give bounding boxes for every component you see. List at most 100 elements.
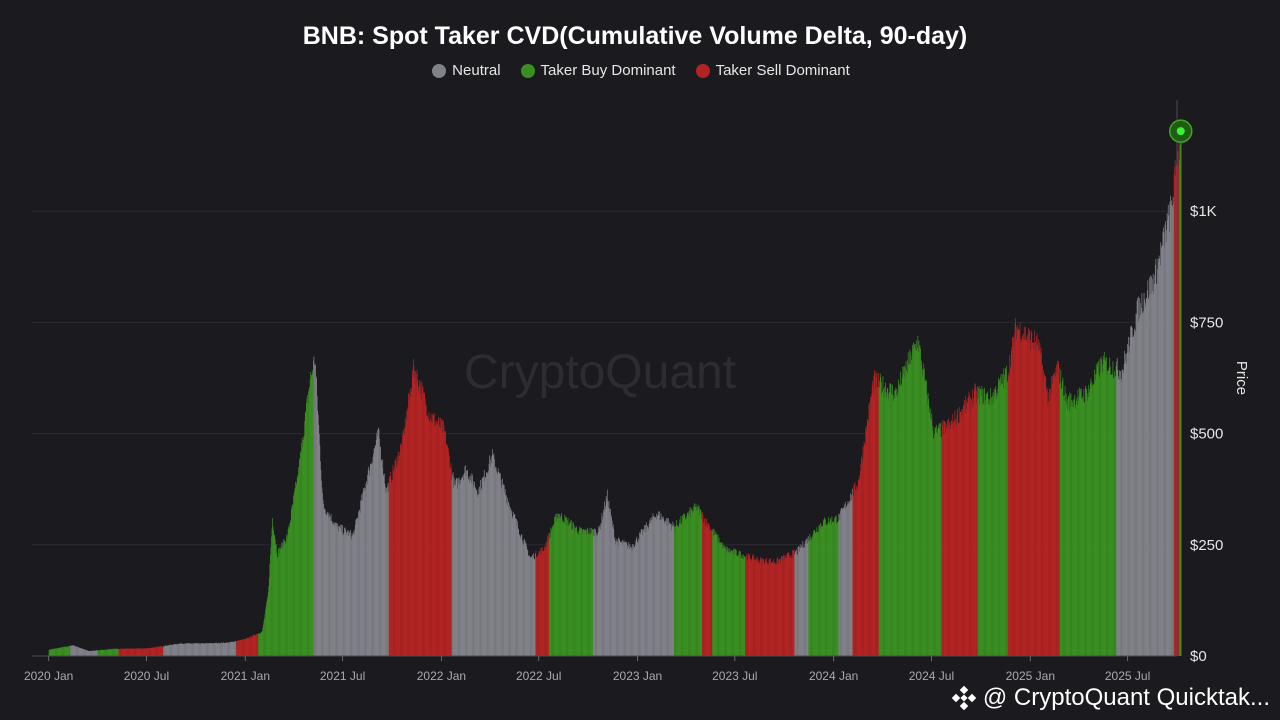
price-bar-neutral [1150, 293, 1152, 656]
price-bar-neutral [213, 643, 214, 656]
price-bar-neutral [338, 526, 340, 656]
price-bar-neutral [362, 487, 364, 656]
price-bar-sell [156, 646, 157, 656]
price-bar-sell [236, 640, 238, 656]
price-bar-buy [110, 649, 112, 656]
price-bar-sell [162, 646, 163, 656]
price-bar-buy [51, 649, 53, 656]
price-bar-neutral [1171, 205, 1173, 656]
price-bar-neutral [173, 644, 175, 656]
price-bar-neutral [217, 643, 219, 656]
price-bar-buy [292, 505, 293, 656]
price-bar-neutral [188, 643, 190, 656]
price-bar-sell [436, 423, 437, 656]
price-bar-neutral [180, 643, 182, 656]
price-bar-neutral [851, 494, 853, 656]
price-bar-neutral [1158, 261, 1159, 656]
price-bar-neutral [601, 523, 602, 656]
price-bar-neutral [596, 536, 598, 656]
price-bar-sell [1019, 330, 1020, 656]
price-bar-buy [279, 553, 280, 656]
price-bar-buy [1002, 388, 1004, 656]
price-bar-sell [536, 557, 538, 656]
price-bar-sell [774, 562, 776, 656]
price-bar-neutral [363, 490, 365, 656]
price-bar-neutral [489, 466, 491, 656]
price-bar-sell [398, 455, 400, 656]
price-bar-sell [966, 409, 968, 656]
price-bar-sell [856, 485, 857, 656]
price-bar-sell [418, 380, 420, 656]
price-bar-buy [737, 556, 739, 656]
price-bar-buy [1110, 374, 1112, 656]
price-bar-sell [432, 414, 434, 656]
price-bar-neutral [518, 534, 520, 656]
price-bar-buy [571, 529, 573, 656]
price-bar-buy [829, 521, 831, 656]
price-bar-neutral [666, 525, 668, 656]
price-bar-neutral [197, 643, 199, 656]
price-bar-neutral [495, 466, 496, 656]
price-bar-sell [409, 394, 410, 656]
price-bar-neutral [840, 510, 841, 656]
price-bar-buy [833, 521, 834, 656]
price-bar-buy [1114, 371, 1115, 656]
price-bar-buy [564, 514, 566, 656]
price-bar-sell [409, 388, 411, 656]
price-bar-sell [133, 648, 135, 656]
price-bar-buy [557, 513, 559, 656]
price-bar-neutral [490, 456, 492, 656]
price-bar-sell [238, 640, 240, 656]
price-bar-neutral [78, 647, 80, 656]
price-bar-neutral [653, 517, 655, 656]
price-bar-buy [681, 522, 683, 656]
price-bar-buy [980, 389, 982, 656]
price-bar-neutral [177, 644, 179, 656]
price-bar-neutral [848, 502, 849, 656]
price-bar-buy [743, 556, 745, 656]
price-bar-neutral [362, 492, 364, 656]
legend-item-taker-sell[interactable]: Taker Sell Dominant [695, 62, 850, 79]
price-bar-neutral [339, 526, 341, 656]
price-bar-buy [57, 648, 59, 656]
legend-item-neutral[interactable]: Neutral [432, 62, 501, 79]
price-bar-neutral [504, 488, 506, 656]
price-bar-neutral [615, 540, 617, 656]
price-bar-buy [1076, 397, 1078, 656]
price-bar-neutral [671, 530, 673, 656]
latest-marker-dot[interactable] [1176, 127, 1185, 136]
price-bar-sell [254, 635, 256, 656]
price-bar-buy [276, 552, 278, 656]
price-bar-neutral [166, 645, 168, 656]
price-bar-buy [712, 528, 714, 656]
price-bar-buy [697, 504, 699, 656]
price-bar-sell [751, 556, 753, 656]
price-bar-buy [736, 555, 738, 656]
price-bar-neutral [806, 538, 808, 656]
price-bar-neutral [534, 553, 536, 656]
legend-item-taker-buy[interactable]: Taker Buy Dominant [520, 62, 676, 79]
price-bar-buy [1073, 399, 1075, 656]
price-bar-sell [428, 412, 430, 656]
price-bar-sell [775, 563, 777, 656]
price-bar-neutral [93, 650, 94, 656]
price-bar-neutral [597, 531, 599, 656]
price-bar-neutral [352, 535, 353, 656]
price-bar-sell [852, 496, 854, 656]
price-bar-sell [1023, 326, 1025, 656]
price-bar-neutral [534, 559, 536, 656]
x-tick-label: 2024 Jul [909, 669, 954, 683]
price-bar-neutral [335, 522, 337, 656]
price-bar-neutral [94, 650, 96, 656]
price-bar-sell [394, 466, 395, 656]
price-bar-neutral [364, 487, 365, 656]
price-bar-buy [695, 503, 697, 656]
price-bar-buy [815, 532, 817, 656]
price-bar-neutral [337, 523, 338, 656]
price-bar-buy [1068, 395, 1070, 656]
price-bar-buy [588, 534, 589, 656]
price-bar-neutral [1173, 203, 1174, 656]
price-bar-neutral [664, 523, 666, 656]
price-bar-neutral [457, 478, 459, 656]
